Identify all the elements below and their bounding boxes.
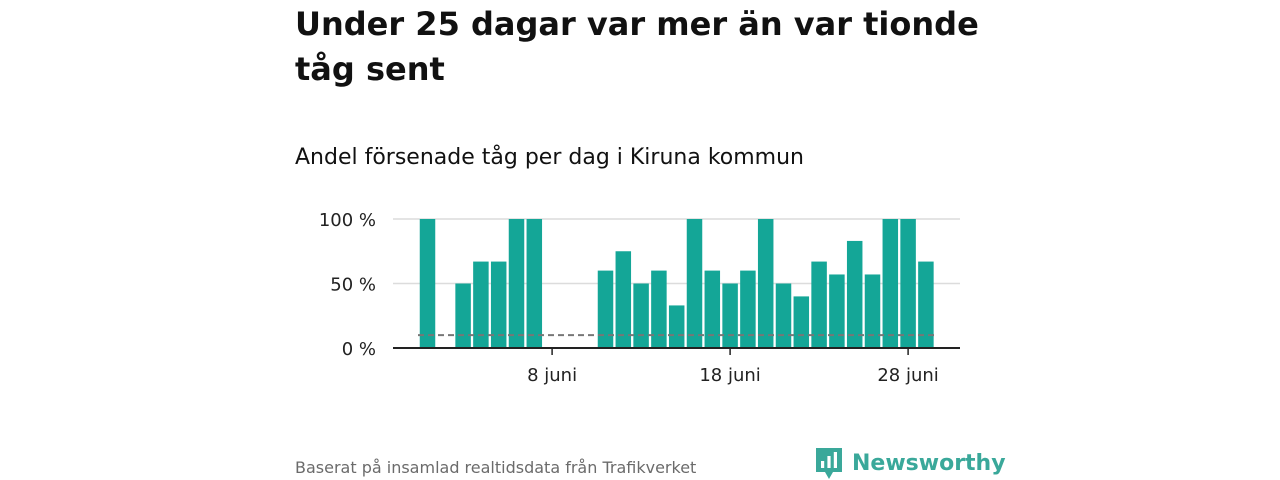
bar [811, 261, 827, 348]
bar [864, 274, 881, 348]
axes [393, 334, 960, 355]
y-tick-label: 100 % [319, 210, 376, 231]
bar [615, 251, 632, 348]
bar [740, 270, 756, 348]
bar [793, 296, 810, 348]
x-tick-label: 18 juni [699, 365, 760, 386]
chart-headline: Under 25 dagar var mer än var tionde tåg… [295, 5, 979, 88]
bars [419, 219, 934, 348]
bar [829, 274, 845, 348]
bar [473, 261, 489, 348]
x-tick-label: 28 juni [877, 365, 938, 386]
bar [508, 219, 525, 348]
bar [651, 270, 667, 348]
bar [757, 219, 774, 348]
bar [597, 270, 614, 348]
newsworthy-chart-bubble-icon [816, 448, 842, 479]
bar [419, 219, 436, 348]
bar [490, 261, 507, 348]
bar [722, 283, 738, 348]
bar [526, 219, 543, 348]
bar [455, 283, 471, 348]
bar [686, 219, 703, 348]
bar [846, 240, 863, 348]
chart-subtitle: Andel försenade tåg per dag i Kiruna kom… [295, 145, 804, 170]
bar [633, 283, 649, 348]
bar [775, 283, 792, 348]
bar [918, 261, 934, 348]
bar-chart: 0 % 50 % 100 % 8 juni 18 juni 28 juni [319, 210, 960, 386]
bar [704, 270, 721, 348]
newsworthy-logo: Newsworthy [814, 446, 1006, 480]
bar [882, 219, 899, 348]
source-note: Baserat på insamlad realtidsdata från Tr… [295, 458, 697, 477]
bar [668, 305, 685, 348]
y-tick-label: 50 % [330, 275, 376, 296]
y-tick-label: 0 % [342, 339, 376, 360]
brand-name: Newsworthy [852, 450, 1006, 476]
x-tick-label: 8 juni [527, 365, 577, 386]
tick-labels: 0 % 50 % 100 % 8 juni 18 juni 28 juni [319, 210, 939, 386]
bar [900, 219, 916, 348]
